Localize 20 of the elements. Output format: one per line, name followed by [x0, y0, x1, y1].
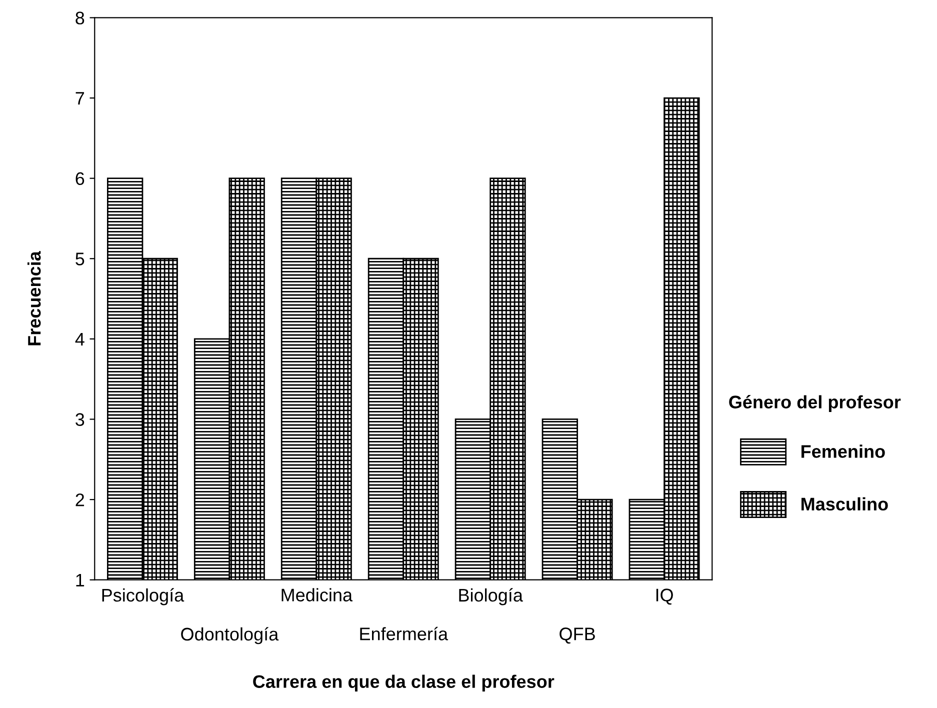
y-tick-label: 6 — [76, 172, 84, 186]
x-tick-label: QFB — [560, 628, 595, 644]
y-tick-label: 3 — [76, 413, 84, 426]
x-tick-label: Odontología — [181, 627, 279, 644]
y-tick-label: 5 — [76, 252, 84, 266]
x-tick-label: IQ — [656, 588, 673, 605]
legend-title: Género del profesor — [729, 395, 901, 412]
y-tick-label: 4 — [75, 333, 84, 346]
legend-label: Masculino — [802, 497, 888, 511]
legend-label: Femenino — [802, 444, 885, 458]
y-tick-label: 1 — [76, 574, 84, 586]
y-tick-label: 8 — [76, 12, 84, 24]
y-axis-title: Frecuencia — [27, 250, 41, 346]
x-tick-label: Psicología — [102, 588, 184, 606]
y-tick-label: 2 — [76, 493, 84, 506]
x-axis-title: Carrera en que da clase el profesor — [253, 674, 554, 692]
x-tick-label: Biología — [459, 588, 523, 606]
y-tick-label: 7 — [76, 92, 84, 105]
x-tick-label: Enfermería — [360, 626, 448, 640]
x-tick-label: Medicina — [282, 588, 353, 602]
